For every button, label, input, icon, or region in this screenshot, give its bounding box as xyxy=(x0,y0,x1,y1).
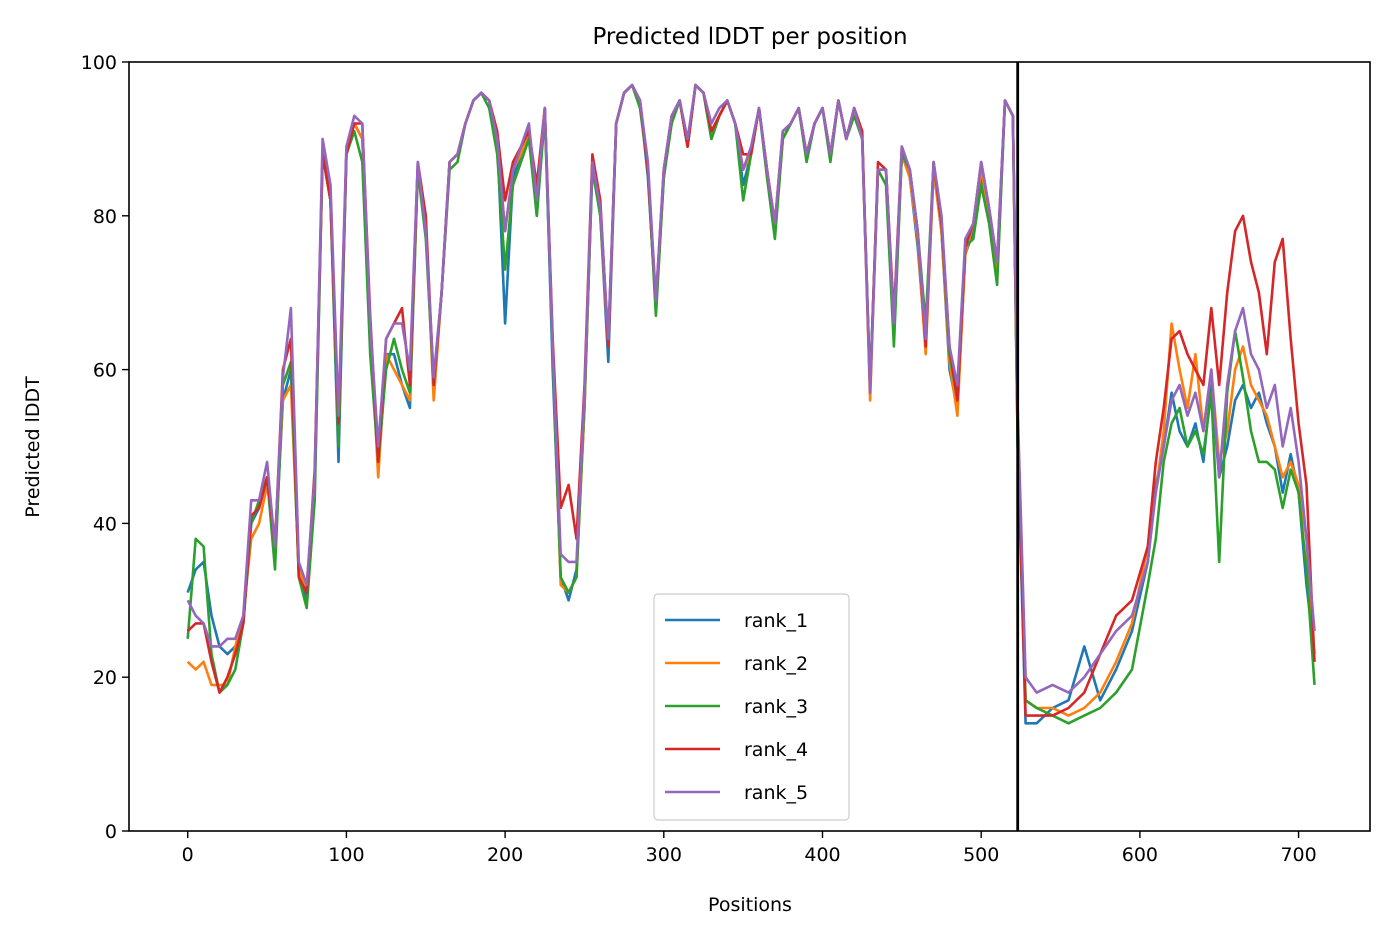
y-tick-label: 60 xyxy=(93,360,117,382)
legend-label-rank-4: rank_4 xyxy=(744,739,808,761)
x-tick-label: 600 xyxy=(1122,844,1158,866)
y-tick-label: 80 xyxy=(93,206,117,228)
legend-label-rank-3: rank_3 xyxy=(744,696,808,718)
y-tick-label: 20 xyxy=(93,667,117,689)
x-tick-label: 0 xyxy=(182,844,194,866)
legend-label-rank-5: rank_5 xyxy=(744,782,808,804)
x-axis-ticks: 0 100 200 300 400 500 600 700 xyxy=(182,831,1317,866)
y-axis-label: Predicted lDDT xyxy=(22,376,44,518)
chart-title: Predicted lDDT per position xyxy=(592,24,907,50)
legend-label-rank-1: rank_1 xyxy=(744,610,808,632)
legend-label-rank-2: rank_2 xyxy=(744,653,808,675)
x-tick-label: 100 xyxy=(328,844,364,866)
series-line-rank-5 xyxy=(186,83,1316,694)
series-layer xyxy=(186,83,1316,725)
x-tick-label: 500 xyxy=(963,844,999,866)
x-tick-label: 700 xyxy=(1280,844,1316,866)
plot-frame xyxy=(128,61,1371,832)
x-tick-label: 300 xyxy=(646,844,682,866)
y-tick-label: 0 xyxy=(105,821,117,843)
legend: rank_1 rank_2 rank_3 rank_4 rank_5 xyxy=(653,593,850,821)
legend-entries: rank_1 rank_2 rank_3 rank_4 rank_5 xyxy=(665,610,808,804)
y-tick-label: 40 xyxy=(93,513,117,535)
x-tick-label: 200 xyxy=(487,844,523,866)
y-tick-label: 100 xyxy=(81,52,117,74)
x-tick-label: 400 xyxy=(804,844,840,866)
x-axis-label: Positions xyxy=(708,894,792,916)
legend-box xyxy=(653,593,850,821)
y-axis-ticks: 0 20 40 60 80 100 xyxy=(81,52,129,843)
